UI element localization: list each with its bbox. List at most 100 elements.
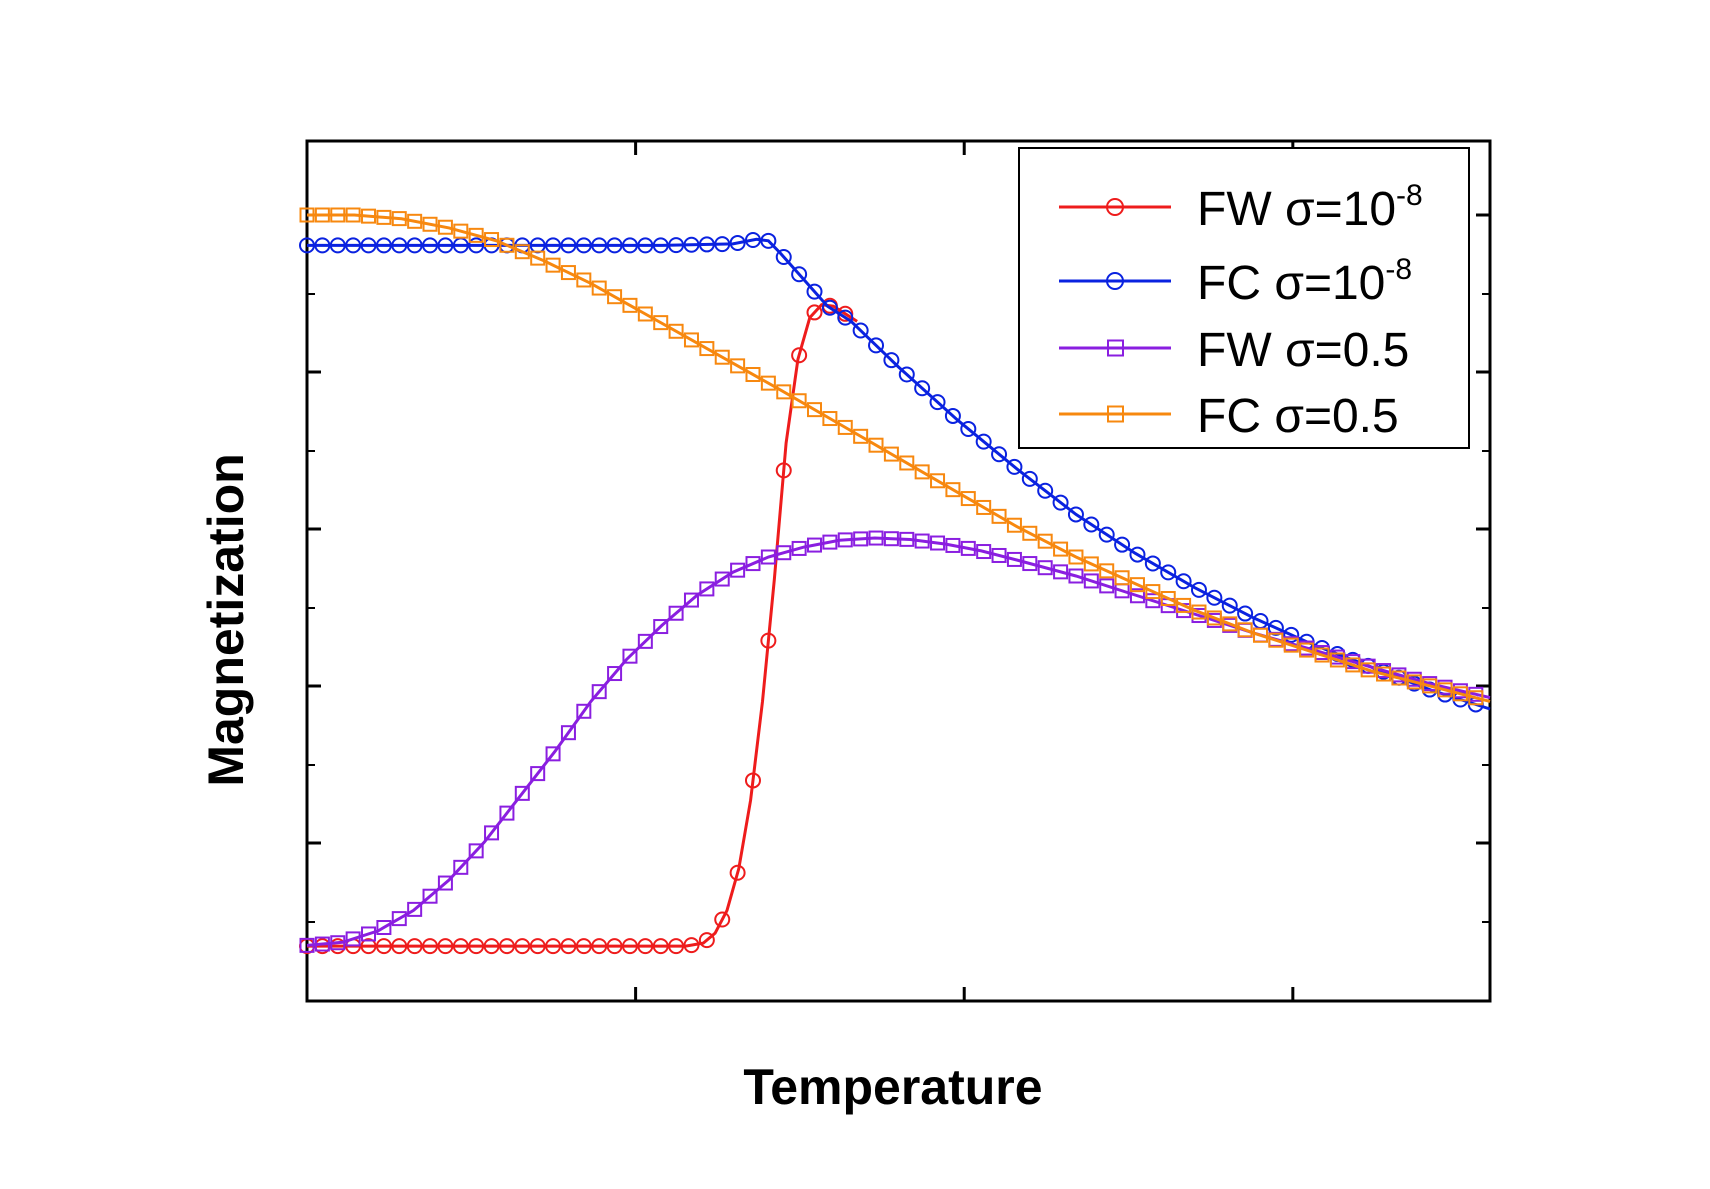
data-point xyxy=(883,352,900,369)
data-point xyxy=(329,237,346,254)
data-point xyxy=(545,938,562,955)
data-point xyxy=(514,785,530,801)
data-point xyxy=(775,462,792,479)
legend-item: FW σ=0.5 xyxy=(1059,324,1409,377)
data-point xyxy=(791,347,808,364)
legend-label-main: FW σ=0.5 xyxy=(1197,324,1409,377)
data-point xyxy=(484,825,500,841)
data-point xyxy=(652,938,669,955)
data-point xyxy=(1022,556,1038,572)
data-point xyxy=(960,420,977,437)
data-point xyxy=(883,446,899,462)
legend-label-main: FC σ=0.5 xyxy=(1197,390,1399,443)
data-point xyxy=(683,332,699,348)
legend: FW σ=10-8FC σ=10-8FW σ=0.5FC σ=0.5 xyxy=(1018,147,1470,449)
data-point xyxy=(606,938,623,955)
data-point xyxy=(498,938,515,955)
data-point xyxy=(1006,517,1022,533)
data-point xyxy=(975,433,992,450)
data-point xyxy=(668,323,684,339)
data-point xyxy=(868,437,884,453)
data-point xyxy=(545,257,561,273)
data-point xyxy=(314,237,331,254)
data-point xyxy=(1252,627,1268,643)
data-point xyxy=(837,419,853,435)
data-point xyxy=(591,237,608,254)
data-point xyxy=(621,938,638,955)
data-point xyxy=(668,237,685,254)
data-point xyxy=(499,237,515,253)
legend-label-main: FW σ=10 xyxy=(1197,183,1396,236)
data-point xyxy=(945,537,961,553)
data-point xyxy=(714,236,731,253)
data-point xyxy=(422,237,439,254)
legend-box xyxy=(1018,147,1470,449)
data-point xyxy=(1098,526,1115,543)
data-point xyxy=(530,250,546,266)
series-3 xyxy=(299,207,1491,706)
data-point xyxy=(560,237,577,254)
data-point xyxy=(453,223,469,239)
data-point xyxy=(299,937,315,953)
data-point xyxy=(468,237,485,254)
data-point xyxy=(899,455,915,471)
data-point xyxy=(637,237,654,254)
data-point xyxy=(760,375,776,391)
data-point xyxy=(637,633,653,649)
data-point xyxy=(898,366,915,383)
data-point xyxy=(483,938,500,955)
data-point xyxy=(730,358,746,374)
data-point xyxy=(1022,525,1038,541)
data-point xyxy=(776,545,792,561)
data-point xyxy=(406,938,423,955)
data-point xyxy=(437,219,453,235)
data-point xyxy=(468,843,484,859)
data-point xyxy=(730,562,746,578)
data-point xyxy=(1145,584,1161,600)
data-point xyxy=(1237,622,1253,638)
data-point xyxy=(452,938,469,955)
data-point xyxy=(745,556,761,572)
data-point xyxy=(1129,546,1146,563)
data-point xyxy=(1268,632,1284,648)
data-point xyxy=(530,766,546,782)
data-point xyxy=(576,272,592,288)
data-point xyxy=(314,936,330,952)
data-point xyxy=(330,935,346,951)
data-point xyxy=(822,411,838,427)
data-point xyxy=(1145,593,1161,609)
data-point xyxy=(776,384,792,400)
data-point xyxy=(1006,458,1023,475)
data-point xyxy=(560,725,576,741)
data-point xyxy=(1052,494,1069,511)
data-point xyxy=(960,540,976,556)
data-point xyxy=(299,207,315,223)
data-point xyxy=(930,473,946,489)
data-point xyxy=(1314,647,1330,663)
data-point xyxy=(1144,555,1161,572)
data-point xyxy=(668,938,685,955)
data-point xyxy=(422,216,438,232)
legend-label: FW σ=0.5 xyxy=(1197,324,1409,377)
data-point xyxy=(914,464,930,480)
data-point xyxy=(806,283,823,300)
data-point xyxy=(1114,536,1131,553)
data-point xyxy=(1190,581,1207,598)
data-point xyxy=(1283,626,1300,643)
data-point xyxy=(1360,662,1376,678)
series-line xyxy=(307,237,1491,711)
data-point xyxy=(1021,470,1038,487)
data-point xyxy=(1083,516,1100,533)
data-point xyxy=(345,207,361,223)
data-point xyxy=(883,531,899,547)
data-point xyxy=(991,446,1008,463)
data-point xyxy=(729,864,746,881)
series-0 xyxy=(299,297,858,955)
data-point xyxy=(299,237,315,254)
data-point xyxy=(807,537,823,553)
series-line xyxy=(307,303,858,948)
data-point xyxy=(1037,482,1054,499)
data-point xyxy=(698,932,715,949)
data-point xyxy=(652,237,669,254)
data-point xyxy=(868,530,884,546)
